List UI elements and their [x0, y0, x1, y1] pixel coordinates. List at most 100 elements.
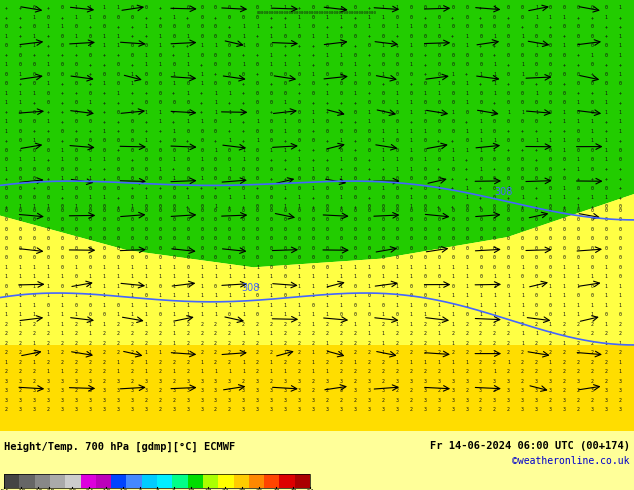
Text: +: +	[605, 62, 607, 67]
Text: +: +	[619, 195, 621, 200]
Text: 0: 0	[493, 204, 496, 210]
Text: 1: 1	[521, 62, 524, 67]
Text: 0: 0	[312, 15, 314, 20]
Text: 0: 0	[256, 195, 259, 200]
Text: +: +	[158, 128, 161, 134]
Text: 0: 0	[145, 204, 147, 210]
Text: 3: 3	[89, 388, 91, 393]
Text: 0: 0	[228, 246, 231, 251]
Text: 2: 2	[396, 388, 398, 393]
Text: +: +	[340, 5, 342, 10]
Text: +: +	[19, 43, 22, 48]
Text: 0: 0	[368, 186, 370, 191]
Text: 0: 0	[619, 265, 621, 270]
Text: 1: 1	[172, 15, 175, 20]
Text: +: +	[312, 157, 314, 162]
Text: 0: 0	[396, 255, 398, 260]
Text: 0: 0	[563, 227, 566, 232]
Text: 0: 0	[5, 147, 8, 152]
Text: +: +	[465, 167, 468, 172]
Text: +: +	[451, 176, 454, 181]
Text: 2: 2	[507, 322, 510, 327]
Text: 1: 1	[340, 284, 342, 289]
Text: 0: 0	[284, 72, 287, 76]
Text: 0: 0	[424, 218, 426, 222]
Text: 1: 1	[549, 294, 552, 298]
Text: 1: 1	[47, 62, 49, 67]
Text: 1: 1	[451, 360, 454, 365]
Text: 1: 1	[47, 322, 49, 327]
Text: +: +	[368, 195, 370, 200]
Text: 0: 0	[172, 218, 175, 222]
Text: 1: 1	[591, 274, 593, 279]
Text: 1: 1	[200, 369, 203, 374]
Text: 0: 0	[354, 208, 356, 213]
Text: 1: 1	[577, 100, 579, 105]
Text: 0: 0	[33, 81, 36, 86]
Text: 3: 3	[284, 388, 287, 393]
Text: +: +	[493, 43, 496, 48]
Text: 1: 1	[89, 157, 91, 162]
Text: 1: 1	[284, 369, 287, 374]
Text: +: +	[451, 138, 454, 143]
Text: 2: 2	[131, 331, 133, 336]
Text: 0: 0	[591, 218, 593, 222]
Text: 1: 1	[103, 274, 105, 279]
Text: 1: 1	[61, 147, 63, 152]
Text: 3: 3	[507, 398, 510, 403]
Text: 1: 1	[19, 100, 22, 105]
Text: 1: 1	[465, 147, 468, 152]
Text: 0: 0	[298, 119, 301, 124]
Text: 0: 0	[563, 236, 566, 242]
Text: +: +	[117, 195, 119, 200]
Text: 1: 1	[577, 312, 579, 318]
Text: 0: 0	[493, 195, 496, 200]
Text: 2: 2	[61, 360, 63, 365]
Text: +: +	[465, 119, 468, 124]
Text: 2: 2	[145, 331, 147, 336]
Text: -6: -6	[136, 489, 144, 490]
Text: 1: 1	[33, 34, 36, 39]
Text: 1: 1	[382, 72, 384, 76]
Text: 0: 0	[242, 72, 245, 76]
Text: +: +	[340, 24, 342, 29]
Text: 1: 1	[535, 110, 538, 115]
Text: 0: 0	[340, 34, 342, 39]
Text: 0: 0	[451, 284, 454, 289]
Text: 0: 0	[298, 167, 301, 172]
Text: +: +	[131, 24, 133, 29]
Text: 0: 0	[535, 265, 538, 270]
Text: 0: 0	[521, 100, 524, 105]
Text: +: +	[186, 15, 189, 20]
Text: 0: 0	[33, 72, 36, 76]
Text: 0: 0	[535, 53, 538, 58]
Text: 1: 1	[396, 265, 398, 270]
Text: 1: 1	[33, 341, 36, 346]
FancyBboxPatch shape	[126, 474, 142, 488]
Text: +: +	[619, 186, 621, 191]
Text: +: +	[312, 53, 314, 58]
Text: 2: 2	[75, 331, 77, 336]
Text: 3: 3	[256, 398, 259, 403]
Text: 1: 1	[47, 265, 49, 270]
Text: +: +	[619, 91, 621, 96]
Text: 1: 1	[298, 204, 301, 210]
Text: 1: 1	[312, 369, 314, 374]
Text: 0: 0	[131, 246, 133, 251]
Text: 1: 1	[89, 195, 91, 200]
Text: 0: 0	[214, 157, 217, 162]
Text: 3: 3	[256, 388, 259, 393]
Text: 1: 1	[89, 331, 91, 336]
Text: 0: 0	[591, 43, 593, 48]
Text: +: +	[507, 15, 510, 20]
Text: 3: 3	[354, 388, 356, 393]
Text: 0: 0	[382, 246, 384, 251]
Text: 1: 1	[605, 265, 607, 270]
Text: 0: 0	[396, 227, 398, 232]
Text: 0: 0	[33, 294, 36, 298]
Text: 1: 1	[619, 369, 621, 374]
Text: 0: 0	[19, 110, 22, 115]
Text: 1: 1	[549, 322, 552, 327]
Text: 2: 2	[354, 369, 356, 374]
Text: 0: 0	[437, 43, 440, 48]
